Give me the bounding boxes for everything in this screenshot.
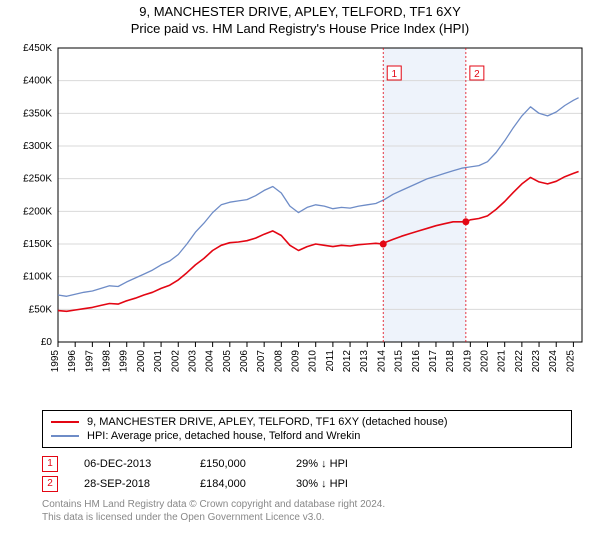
svg-text:2018: 2018 xyxy=(445,350,456,373)
svg-text:2017: 2017 xyxy=(428,350,439,373)
svg-text:£50K: £50K xyxy=(29,304,53,315)
svg-text:2008: 2008 xyxy=(273,350,284,373)
svg-text:1997: 1997 xyxy=(84,350,95,373)
svg-text:2001: 2001 xyxy=(153,350,164,373)
sale-date: 06-DEC-2013 xyxy=(84,458,174,470)
svg-text:2010: 2010 xyxy=(308,350,319,373)
svg-text:£150K: £150K xyxy=(23,239,52,250)
svg-text:£350K: £350K xyxy=(23,108,52,119)
chart-plot-area: £0 £50K £100K £150K £200K £250K £300K £350K £400… xyxy=(10,42,590,402)
svg-text:2021: 2021 xyxy=(497,350,508,373)
svg-text:£100K: £100K xyxy=(23,272,52,283)
svg-text:£200K: £200K xyxy=(23,206,52,217)
svg-text:2011: 2011 xyxy=(325,350,336,372)
svg-text:2014: 2014 xyxy=(376,350,387,373)
svg-text:2002: 2002 xyxy=(170,350,181,373)
legend-item: HPI: Average price, detached house, Telf… xyxy=(51,429,563,443)
sale-price: £184,000 xyxy=(200,478,270,490)
sale-marker: 2 xyxy=(42,476,58,492)
svg-text:£300K: £300K xyxy=(23,141,52,152)
svg-text:2016: 2016 xyxy=(411,350,422,373)
legend-swatch xyxy=(51,435,79,437)
title-block: 9, MANCHESTER DRIVE, APLEY, TELFORD, TF1… xyxy=(0,0,600,36)
svg-text:£250K: £250K xyxy=(23,174,52,185)
svg-text:2005: 2005 xyxy=(222,350,233,373)
svg-text:1999: 1999 xyxy=(119,350,130,373)
svg-text:£0: £0 xyxy=(41,337,53,348)
svg-text:1996: 1996 xyxy=(67,350,78,373)
legend-item: 9, MANCHESTER DRIVE, APLEY, TELFORD, TF1… xyxy=(51,415,563,429)
sale-marker: 1 xyxy=(42,456,58,472)
svg-text:1998: 1998 xyxy=(102,350,113,373)
sale-date: 28-SEP-2018 xyxy=(84,478,174,490)
svg-text:2012: 2012 xyxy=(342,350,353,373)
svg-text:2003: 2003 xyxy=(187,350,198,373)
svg-text:2022: 2022 xyxy=(514,350,525,373)
svg-text:2013: 2013 xyxy=(359,350,370,373)
svg-text:2004: 2004 xyxy=(205,350,216,373)
svg-text:1995: 1995 xyxy=(50,350,61,373)
sale-row: 2 28-SEP-2018 £184,000 30% ↓ HPI xyxy=(42,474,572,494)
svg-text:1: 1 xyxy=(391,69,397,80)
title-subtitle: Price paid vs. HM Land Registry's House … xyxy=(0,21,600,36)
svg-text:2020: 2020 xyxy=(480,350,491,373)
legend-swatch xyxy=(51,421,79,423)
footer-attribution: Contains HM Land Registry data © Crown c… xyxy=(42,498,572,524)
svg-text:2015: 2015 xyxy=(394,350,405,373)
sales-table: 1 06-DEC-2013 £150,000 29% ↓ HPI 2 28-SEP-201… xyxy=(42,454,572,494)
svg-text:2025: 2025 xyxy=(565,350,576,373)
legend-label: HPI: Average price, detached house, Telf… xyxy=(87,430,360,442)
svg-text:2009: 2009 xyxy=(291,350,302,373)
footer-line-2: This data is licensed under the Open Gov… xyxy=(42,511,572,524)
svg-text:2000: 2000 xyxy=(136,350,147,373)
legend-label: 9, MANCHESTER DRIVE, APLEY, TELFORD, TF1… xyxy=(87,416,448,428)
svg-text:2019: 2019 xyxy=(462,350,473,373)
legend: 9, MANCHESTER DRIVE, APLEY, TELFORD, TF1… xyxy=(42,410,572,448)
chart-container: { "titles": { "line1": "9, MANCHESTER DR… xyxy=(0,0,600,524)
sale-price: £150,000 xyxy=(200,458,270,470)
svg-text:£450K: £450K xyxy=(23,43,52,54)
line-chart-svg: £0 £50K £100K £150K £200K £250K £300K £350K £400… xyxy=(10,42,590,402)
sale-diff: 30% ↓ HPI xyxy=(296,478,386,490)
svg-text:2: 2 xyxy=(474,69,480,80)
title-address: 9, MANCHESTER DRIVE, APLEY, TELFORD, TF1… xyxy=(0,4,600,19)
sale-row: 1 06-DEC-2013 £150,000 29% ↓ HPI xyxy=(42,454,572,474)
svg-text:£400K: £400K xyxy=(23,76,52,87)
svg-text:2023: 2023 xyxy=(531,350,542,373)
svg-text:2007: 2007 xyxy=(256,350,267,373)
footer-line-1: Contains HM Land Registry data © Crown c… xyxy=(42,498,572,511)
svg-text:2006: 2006 xyxy=(239,350,250,373)
svg-text:2024: 2024 xyxy=(548,350,559,373)
sale-diff: 29% ↓ HPI xyxy=(296,458,386,470)
